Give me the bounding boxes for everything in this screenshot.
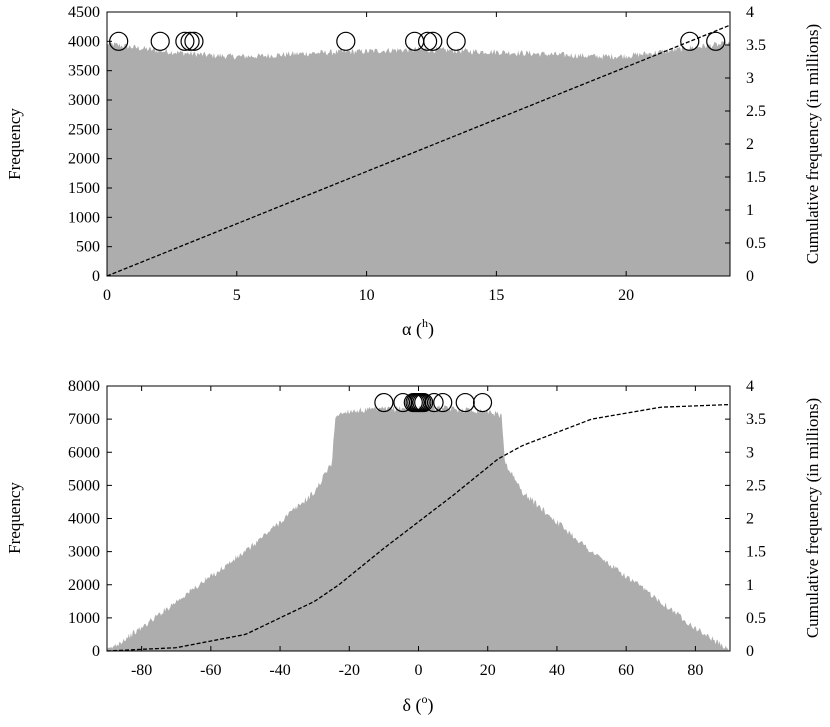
marker-point — [336, 31, 356, 51]
histogram-area — [107, 404, 730, 651]
x-tick-label: 20 — [618, 287, 634, 304]
x-tick-label: -60 — [200, 662, 221, 679]
marker-point — [175, 31, 195, 51]
y-tick-label: 2000 — [68, 577, 100, 594]
histogram-area — [107, 40, 730, 277]
y2-tick-label: 1.5 — [746, 544, 766, 561]
y-tick-label: 0 — [92, 268, 100, 285]
y2-tick-label: 0.5 — [746, 235, 766, 252]
y2-tick-label: 0 — [746, 268, 754, 285]
y-tick-label: 2000 — [68, 151, 100, 168]
x-tick-label: 40 — [549, 662, 565, 679]
marker-point — [417, 31, 438, 51]
marker-point — [455, 392, 475, 413]
x-axis-label-main: δ ( — [403, 695, 422, 716]
cumulative-curve — [106, 24, 731, 277]
x-tick-label: 0 — [103, 287, 111, 304]
marker-point — [184, 31, 204, 51]
marker-point — [706, 31, 726, 51]
y-tick-label: 500 — [76, 239, 100, 256]
y-tick-label: 6000 — [68, 444, 100, 461]
marker-point — [423, 31, 443, 51]
marker-point — [433, 392, 453, 413]
y-tick-label: 7000 — [68, 411, 100, 428]
x-axis-label-close: ) — [428, 319, 434, 340]
marker-point — [414, 392, 434, 413]
y-tick-label: 3000 — [68, 92, 100, 109]
y2-tick-label: 2.5 — [746, 477, 766, 494]
y-tick-label: 4000 — [68, 33, 100, 50]
y2-tick-label: 3.5 — [746, 37, 766, 54]
y-tick-label: 2500 — [68, 121, 100, 138]
marker-point — [446, 31, 466, 51]
x-axis-label-sup: h — [422, 316, 428, 330]
x-axis-label-close: ) — [427, 695, 433, 716]
marker-point — [472, 392, 493, 413]
marker-point — [374, 392, 394, 413]
y-axis-label: Frequency — [5, 482, 24, 554]
marker-point — [393, 392, 413, 413]
y2-tick-label: 0 — [746, 643, 754, 660]
x-tick-label: 5 — [233, 287, 241, 304]
y-tick-label: 4500 — [68, 4, 100, 21]
y2-axis-label: Cumulative frequency (in millions) — [803, 24, 822, 264]
y2-tick-label: 4 — [746, 4, 754, 21]
marker-point — [180, 31, 200, 51]
x-tick-label: 80 — [687, 662, 703, 679]
y2-tick-label: 2.5 — [746, 103, 766, 120]
x-tick-label: -20 — [339, 662, 360, 679]
x-axis-label: α (h) — [402, 316, 434, 340]
x-tick-label: 15 — [488, 287, 504, 304]
y2-tick-label: 3 — [746, 70, 754, 87]
x-tick-label: 20 — [480, 662, 496, 679]
marker-point — [150, 31, 170, 51]
y-tick-label: 4000 — [68, 511, 100, 528]
x-tick-label: 10 — [359, 287, 375, 304]
x-tick-label: -40 — [269, 662, 290, 679]
y-axis-label: Frequency — [5, 108, 24, 180]
y2-axis-label: Cumulative frequency (in millions) — [803, 398, 822, 638]
y2-tick-label: 1 — [746, 202, 754, 219]
y-tick-label: 3500 — [68, 63, 100, 80]
y2-tick-label: 4 — [746, 378, 754, 395]
y2-tick-label: 3.5 — [746, 411, 766, 428]
y-tick-label: 8000 — [68, 378, 100, 395]
ra-histogram-panel: 0 5 10 15 2005001000150020002500300035004000… — [5, 4, 822, 340]
y2-tick-label: 1.5 — [746, 169, 766, 186]
y2-tick-label: 2 — [746, 136, 754, 153]
marker-point — [680, 31, 700, 51]
y2-tick-label: 3 — [746, 444, 754, 461]
y-tick-label: 0 — [92, 643, 100, 660]
y2-tick-label: 0.5 — [746, 610, 766, 627]
x-axis-label: δ (o) — [403, 692, 434, 716]
y2-tick-label: 1 — [746, 577, 754, 594]
y-tick-label: 1500 — [68, 180, 100, 197]
x-tick-label: -80 — [131, 662, 152, 679]
x-tick-label: 60 — [618, 662, 634, 679]
x-axis-label-main: α ( — [402, 319, 422, 340]
cumulative-curve — [106, 403, 731, 652]
y-tick-label: 3000 — [68, 544, 100, 561]
y-tick-label: 1000 — [68, 209, 100, 226]
dec-histogram-panel: -80 -60 -40 -20 0 20 40 60 800100020003000400050… — [5, 378, 822, 716]
marker-point — [424, 392, 444, 413]
x-axis-label-sup: o — [421, 692, 427, 706]
x-tick-label: 0 — [415, 662, 423, 679]
y-tick-label: 1000 — [68, 610, 100, 627]
y-tick-label: 5000 — [68, 477, 100, 494]
y2-tick-label: 2 — [746, 511, 754, 528]
